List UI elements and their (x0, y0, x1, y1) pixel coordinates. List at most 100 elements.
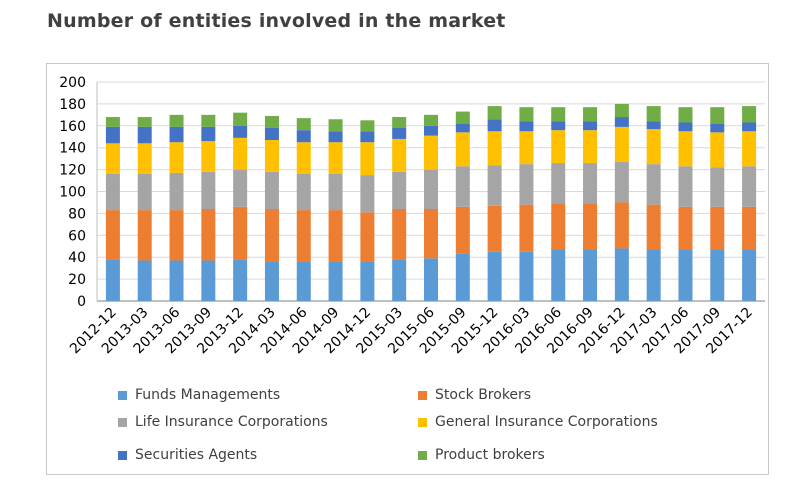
legend-swatch (118, 450, 127, 460)
bar-segment-general-insurance-corporations (424, 135, 438, 170)
bar-segment-funds-managements (424, 258, 438, 301)
bar-segment-product-brokers (360, 120, 375, 132)
bar-segment-general-insurance-corporations (519, 131, 534, 165)
bar-segment-funds-managements (360, 261, 375, 301)
bar-segment-general-insurance-corporations (487, 131, 502, 166)
bar-segment-securities-agents (519, 121, 534, 132)
bar-segment-stock-brokers (710, 206, 725, 250)
bar-segment-securities-agents (551, 121, 566, 131)
y-tick-label: 60 (68, 228, 86, 244)
bar-segment-stock-brokers (551, 203, 566, 250)
legend-label: Funds Managements (135, 387, 281, 403)
bar-segment-securities-agents (360, 131, 375, 143)
bar-segment-funds-managements (583, 249, 598, 301)
bar-segment-general-insurance-corporations (551, 130, 566, 164)
bar-segment-life-insurance-corporations (137, 173, 152, 211)
bar-segment-life-insurance-corporations (169, 172, 184, 211)
bar-segment-life-insurance-corporations (296, 173, 311, 211)
y-tick-label: 20 (68, 272, 86, 288)
bar-segment-general-insurance-corporations (678, 131, 693, 167)
legend-swatch (118, 390, 127, 400)
bar-segment-product-brokers (137, 117, 152, 127)
bar-segment-life-insurance-corporations (201, 171, 216, 210)
y-tick-label: 80 (68, 206, 86, 222)
legend-item: General Insurance Corporations (418, 414, 658, 430)
bar-segment-general-insurance-corporations (392, 138, 407, 172)
bar-segment-product-brokers (583, 107, 598, 122)
bar-segment-funds-managements (678, 249, 693, 301)
legend-item: Funds Managements (118, 387, 280, 403)
bar-segment-product-brokers (646, 106, 661, 122)
legend-swatch (418, 390, 427, 400)
bar-segment-general-insurance-corporations (742, 131, 757, 167)
legend-item: Stock Brokers (418, 387, 531, 403)
legend-label: General Insurance Corporations (435, 414, 658, 430)
bar-segment-product-brokers (296, 118, 311, 131)
bar-segment-life-insurance-corporations (710, 167, 725, 207)
bar-segment-stock-brokers (105, 210, 120, 260)
stacked-bar-chart: 0204060801001201401601802002012-122013-0… (59, 75, 765, 357)
bar-segment-stock-brokers (455, 206, 470, 254)
bar-segment-general-insurance-corporations (710, 132, 725, 168)
bar-segment-life-insurance-corporations (105, 173, 120, 211)
bar-segment-stock-brokers (678, 206, 693, 250)
legend-item: Life Insurance Corporations (118, 414, 328, 430)
y-tick-label: 140 (59, 141, 86, 157)
bar-segment-securities-agents (392, 127, 407, 139)
bar-segment-funds-managements (137, 260, 152, 301)
bar-segment-securities-agents (233, 125, 248, 138)
bar-segment-product-brokers (455, 111, 470, 124)
bar-segment-stock-brokers (264, 209, 279, 262)
bar-segment-funds-managements (742, 249, 757, 301)
bar-segment-funds-managements (646, 249, 661, 301)
bar-segment-general-insurance-corporations (455, 132, 470, 167)
bar-segment-stock-brokers (137, 210, 152, 261)
bar-segment-stock-brokers (519, 204, 534, 252)
bar-segment-life-insurance-corporations (551, 163, 566, 204)
bar-segment-product-brokers (710, 107, 725, 124)
bar-segment-stock-brokers (360, 212, 375, 262)
bar-segment-stock-brokers (487, 205, 502, 252)
y-tick-label: 120 (59, 163, 86, 179)
bar-segment-product-brokers (201, 114, 216, 127)
bar-segment-stock-brokers (233, 206, 248, 260)
bar-segment-funds-managements (233, 259, 248, 301)
bar-segment-product-brokers (264, 115, 279, 128)
bar-segment-stock-brokers (646, 204, 661, 250)
legend-item: Securities Agents (118, 447, 257, 463)
bar-segment-securities-agents (678, 122, 693, 132)
bar-segment-product-brokers (233, 112, 248, 126)
legend-label: Product brokers (435, 447, 545, 463)
y-tick-label: 40 (68, 250, 86, 266)
legend-swatch (418, 417, 427, 427)
bar-segment-funds-managements (710, 249, 725, 301)
bar-segment-funds-managements (264, 261, 279, 301)
bar-segment-life-insurance-corporations (742, 166, 757, 207)
bar-segment-product-brokers (105, 117, 120, 127)
bar-segment-stock-brokers (614, 202, 629, 249)
bar-segment-life-insurance-corporations (487, 165, 502, 206)
bar-segment-product-brokers (169, 114, 184, 127)
bar-segment-general-insurance-corporations (646, 129, 661, 165)
y-tick-label: 200 (59, 75, 86, 91)
bar-segment-life-insurance-corporations (614, 161, 629, 203)
bar-segment-stock-brokers (424, 209, 438, 259)
legend-label: Securities Agents (135, 447, 258, 463)
bar-segment-securities-agents (137, 126, 152, 144)
bar-segment-product-brokers (742, 106, 757, 123)
bar-segment-stock-brokers (169, 210, 184, 261)
bar-segment-general-insurance-corporations (583, 130, 598, 164)
bar-segment-securities-agents (201, 126, 216, 142)
bar-segment-product-brokers (424, 114, 438, 126)
bar-segment-general-insurance-corporations (328, 142, 343, 174)
bar-segment-securities-agents (105, 126, 120, 144)
bar-segment-stock-brokers (328, 210, 343, 262)
legend-item: Product brokers (418, 447, 545, 463)
bar-segment-securities-agents (646, 121, 661, 130)
bar-segment-life-insurance-corporations (392, 171, 407, 210)
bar-segment-life-insurance-corporations (233, 169, 248, 207)
bar-segment-securities-agents (328, 131, 343, 143)
bar-segment-stock-brokers (583, 203, 598, 250)
y-tick-label: 0 (77, 294, 86, 310)
bar-segment-life-insurance-corporations (328, 173, 343, 211)
